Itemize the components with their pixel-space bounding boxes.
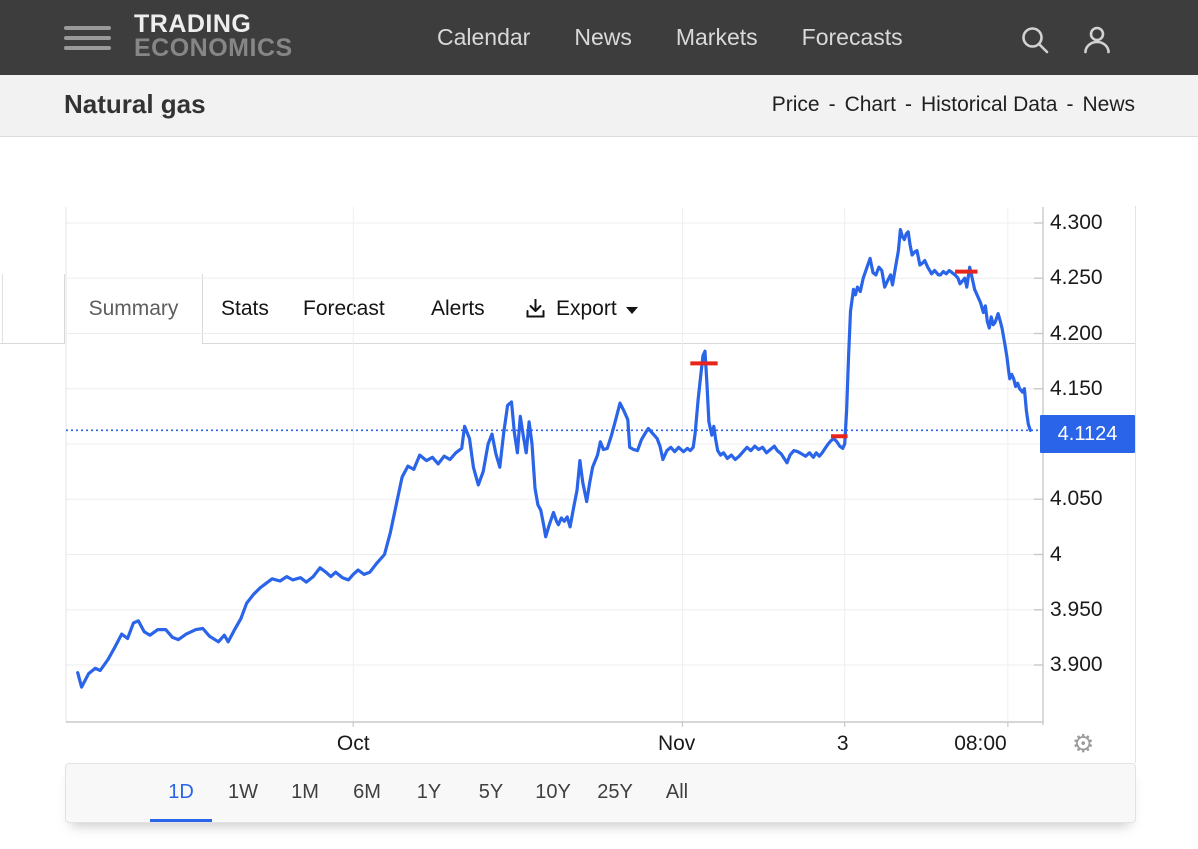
tab-bar-border	[0, 343, 64, 344]
link-separator: -	[904, 93, 912, 116]
tab-summary[interactable]: Summary	[64, 274, 203, 344]
hamburger-bar	[64, 26, 111, 30]
x-axis-label-nov: Nov	[657, 732, 696, 755]
logo-line-1: TRADING	[134, 10, 252, 38]
y-axis-label: 4.200	[1050, 321, 1103, 345]
export-button[interactable]: Export	[524, 274, 638, 343]
tab-bar-border	[203, 343, 1136, 344]
x-axis-label-0800: 08:00	[954, 732, 1007, 755]
hamburger-bar	[64, 46, 111, 50]
download-icon	[526, 299, 545, 318]
nav-item-markets[interactable]: Markets	[675, 24, 758, 50]
y-axis-label: 3.900	[1050, 653, 1103, 676]
card-right-border	[1135, 206, 1136, 763]
y-axis-label: 4.250	[1050, 266, 1103, 290]
range-5y[interactable]: 5Y	[478, 781, 504, 803]
tab-forecast[interactable]: Forecast	[303, 297, 385, 320]
link-separator: -	[828, 93, 836, 116]
trading-economics-logo[interactable]: TRADING ECONOMICS	[134, 11, 293, 61]
instrument-section-links: Price - Chart - Historical Data - News	[772, 93, 1135, 117]
card-left-border	[2, 274, 3, 343]
nav-item-news[interactable]: News	[574, 24, 632, 50]
range-10y[interactable]: 10Y	[535, 781, 571, 803]
logo-line-2: ECONOMICS	[134, 34, 293, 62]
nav-item-forecasts[interactable]: Forecasts	[801, 24, 903, 50]
range-1m[interactable]: 1M	[291, 781, 319, 803]
range-1d[interactable]: 1D	[150, 764, 212, 822]
y-axis-label: 4	[1050, 542, 1062, 566]
chart-tab-bar: Summary Stats Forecast Alerts Export	[0, 137, 1198, 344]
range-1y[interactable]: 1Y	[416, 781, 442, 803]
nav-item-calendar[interactable]: Calendar	[437, 24, 531, 50]
time-range-selector: 1D 1W 1M 6M 1Y 5Y 10Y 25Y All	[65, 763, 1136, 823]
y-axis-label: 3.950	[1050, 597, 1103, 621]
export-label: Export	[556, 296, 617, 320]
top-navigation-bar: TRADING ECONOMICS Calendar News Markets …	[0, 0, 1198, 75]
top-nav-links: Calendar News Markets Forecasts	[437, 0, 903, 75]
range-25y[interactable]: 25Y	[597, 781, 633, 803]
range-6m[interactable]: 6M	[353, 781, 381, 803]
hamburger-menu-icon[interactable]	[64, 26, 111, 50]
chevron-down-icon	[625, 306, 638, 314]
y-axis-label: 4.300	[1050, 211, 1103, 234]
link-separator: -	[1066, 93, 1074, 116]
link-chart[interactable]: Chart	[844, 93, 896, 116]
x-axis-label-oct: Oct	[336, 732, 370, 755]
link-historical-data[interactable]: Historical Data	[920, 93, 1058, 116]
range-1w[interactable]: 1W	[228, 781, 258, 803]
link-news[interactable]: News	[1082, 93, 1135, 116]
x-axis-label-3: 3	[836, 732, 849, 755]
y-axis-label: 4.150	[1050, 376, 1103, 400]
user-account-icon[interactable]	[1081, 24, 1113, 56]
price-line-series	[76, 228, 1032, 689]
page-title: Natural gas	[64, 89, 206, 119]
tab-stats[interactable]: Stats	[221, 297, 269, 320]
tab-alerts[interactable]: Alerts	[431, 297, 485, 320]
link-price[interactable]: Price	[771, 93, 820, 116]
gear-icon[interactable]: ⚙	[1072, 729, 1095, 758]
current-price-badge: 4.1124	[1040, 415, 1135, 454]
hamburger-bar	[64, 36, 111, 40]
y-axis-label: 4.050	[1050, 487, 1103, 511]
instrument-header: Natural gas Price - Chart - Historical D…	[0, 75, 1198, 137]
search-icon[interactable]	[1019, 24, 1051, 56]
range-all[interactable]: All	[665, 781, 689, 803]
